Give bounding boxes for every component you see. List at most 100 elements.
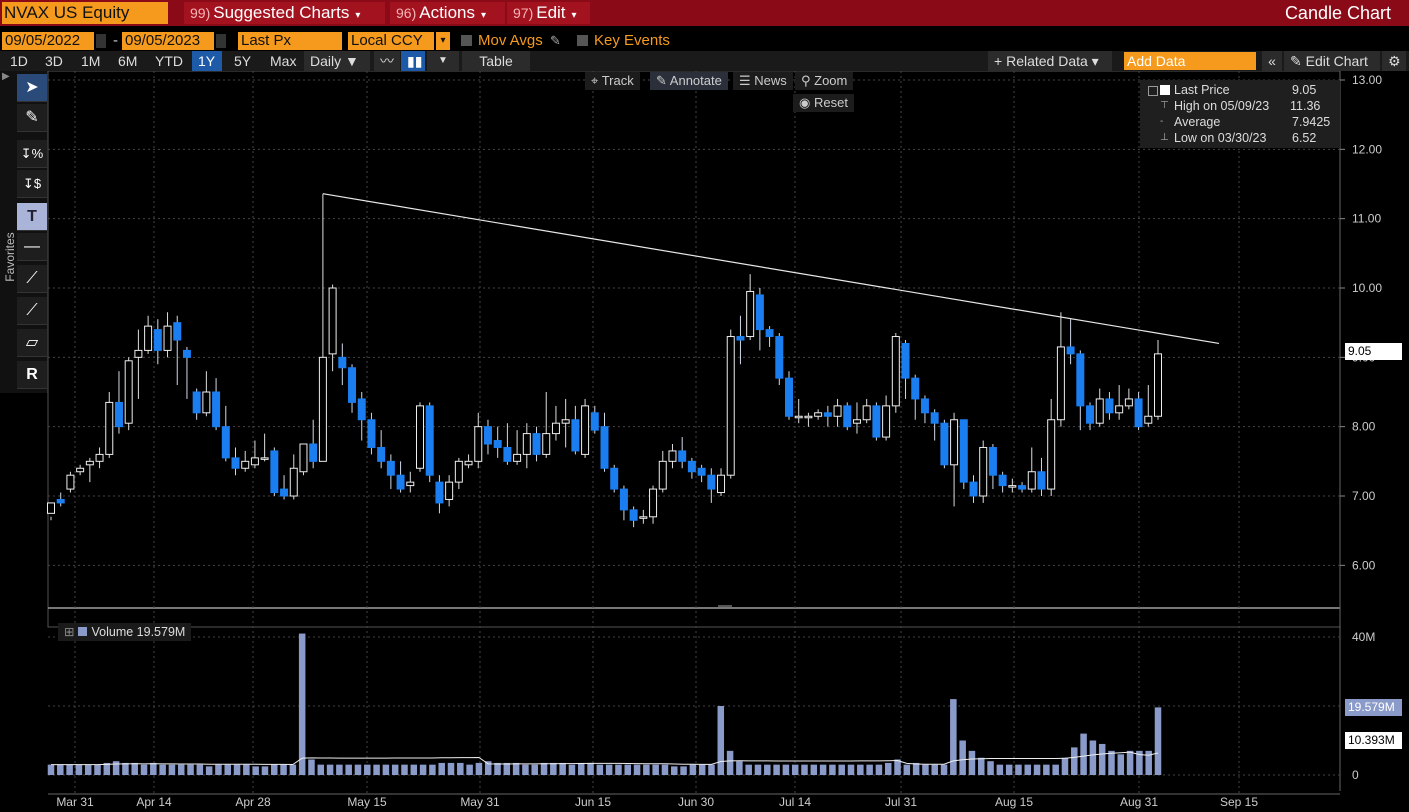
pen-icon[interactable]: ✎ (17, 104, 47, 132)
chevron-down-icon[interactable]: ▾ (436, 32, 450, 50)
range-1d[interactable]: 1D (10, 53, 28, 69)
currency-selector[interactable]: Local CCY (348, 32, 434, 50)
candle-down (182, 349, 191, 358)
candle-up (163, 325, 172, 351)
volume-bar (522, 764, 529, 775)
edit-chart-button[interactable]: ✎ Edit Chart (1284, 51, 1380, 71)
percent-measure-icon[interactable]: ↧% (17, 140, 47, 168)
volume-bar (959, 740, 966, 775)
candle-up (1154, 353, 1162, 417)
high-value: 11.36 (1290, 99, 1321, 113)
volume-bar (912, 762, 920, 775)
table-button[interactable]: Table (462, 51, 530, 71)
actions-menu[interactable]: 96) Actions ▾ (390, 2, 505, 24)
price-legend: Last Price 9.05 High on 05/09/23 11.36 A… (1140, 80, 1340, 148)
price-tick-label: 8.00 (1352, 420, 1376, 434)
volume-bar (1080, 733, 1087, 775)
range-5y[interactable]: 5Y (234, 53, 252, 69)
volume-bar (243, 764, 250, 775)
candle-up (852, 419, 861, 424)
volume-bar (103, 762, 111, 775)
volume-bar (252, 766, 259, 775)
high-label: High on 05/09/23 (1174, 99, 1270, 113)
range-max[interactable]: Max (270, 53, 297, 69)
volume-tick-label: 40M (1352, 630, 1375, 644)
volume-bar (298, 633, 306, 775)
regression-icon[interactable]: R (17, 361, 47, 389)
calendar-icon[interactable] (96, 34, 106, 48)
related-data-button[interactable]: + Related Data ▾ (988, 51, 1112, 71)
candle-down (396, 474, 405, 490)
last-price-label: Last Price (1174, 83, 1230, 97)
price-tick-label: 11.00 (1352, 212, 1381, 226)
volume-bar (1005, 764, 1013, 775)
pencil-icon[interactable]: ✎ (550, 33, 561, 48)
chevron-down-icon[interactable]: ▼ (427, 51, 459, 71)
channel-icon[interactable]: ▱ (17, 329, 47, 357)
candle-down (493, 440, 502, 448)
start-date-field[interactable]: 09/05/2022 (2, 32, 94, 50)
field-selector[interactable]: Last Px (238, 32, 342, 50)
reset-button[interactable]: ◉ Reset (793, 94, 854, 112)
candle-up (814, 412, 823, 417)
trend-line-icon[interactable]: ⟋ (17, 265, 47, 293)
edit-menu[interactable]: 97) Edit ▾ (507, 2, 590, 24)
volume-bar (177, 764, 185, 775)
pointer-icon[interactable]: ➤ (17, 74, 47, 102)
volume-bar (894, 759, 901, 775)
volume-bar (391, 764, 399, 775)
range-6m[interactable]: 6M (118, 53, 138, 69)
volume-bar (587, 762, 594, 775)
candle-down (114, 401, 123, 428)
candle-down (697, 467, 706, 476)
collapse-icon[interactable]: « (1262, 51, 1282, 71)
expand-arrow-icon[interactable]: ▶ (2, 71, 10, 82)
candle-down (823, 412, 832, 417)
range-1m[interactable]: 1M (81, 53, 101, 69)
volume-bar (726, 750, 734, 775)
collapse-icon[interactable]: ⊞ (64, 625, 75, 639)
text-tool-icon[interactable]: T (17, 203, 47, 231)
candle-chart-icon[interactable]: ▮▮ (401, 51, 425, 71)
horizontal-line-icon[interactable]: — (17, 233, 47, 261)
gear-icon[interactable]: ⚙ (1382, 51, 1406, 71)
candle-down (435, 481, 444, 504)
candle-down (843, 405, 852, 428)
candle-up (406, 481, 415, 487)
x-tick-label: May 15 (347, 795, 387, 809)
add-data-input[interactable]: Add Data (1124, 52, 1256, 70)
price-chart[interactable]: 13.0012.0011.0010.009.008.007.006.0040M2… (0, 71, 1409, 812)
candle-up (241, 460, 250, 469)
range-3d[interactable]: 3D (45, 53, 63, 69)
line-chart-icon[interactable]: 〰 (374, 51, 400, 71)
zoom-button[interactable]: ⚲ Zoom (795, 72, 854, 90)
end-date-field[interactable]: 09/05/2023 (122, 32, 214, 50)
low-label: Low on 03/30/23 (1174, 131, 1267, 145)
suggested-charts-menu[interactable]: 99) Suggested Charts ▾ (184, 2, 385, 24)
chart-type-title: Candle Chart (1284, 3, 1391, 23)
collapse-icon[interactable] (1148, 86, 1158, 96)
volume-bar (931, 764, 938, 775)
key-events-checkbox[interactable] (577, 35, 588, 46)
candle-up (85, 460, 94, 466)
volume-bar (791, 764, 799, 775)
ray-line-icon[interactable]: ⟋ (17, 297, 47, 325)
candle-down (785, 377, 793, 417)
range-1y[interactable]: 1Y (192, 51, 222, 71)
period-selector[interactable]: Daily ▼ (304, 51, 370, 71)
candle-down (687, 460, 696, 473)
mov-avgs-checkbox[interactable] (461, 35, 472, 46)
candle-down (920, 398, 929, 414)
calendar-icon[interactable] (216, 34, 226, 48)
volume-bar (531, 764, 538, 775)
track-button[interactable]: ⌖ Track (585, 72, 640, 90)
annotate-button[interactable]: ✎ Annotate (650, 72, 728, 90)
range-ytd[interactable]: YTD (155, 53, 183, 69)
dollar-measure-icon[interactable]: ↧$ (17, 170, 47, 198)
date-separator: - (113, 32, 118, 49)
volume-bar (494, 762, 501, 775)
volume-bar (503, 762, 511, 775)
news-button[interactable]: ☰ News (733, 72, 793, 90)
ticker-field[interactable]: NVAX US Equity (2, 2, 168, 24)
last-price-swatch (1160, 85, 1170, 95)
